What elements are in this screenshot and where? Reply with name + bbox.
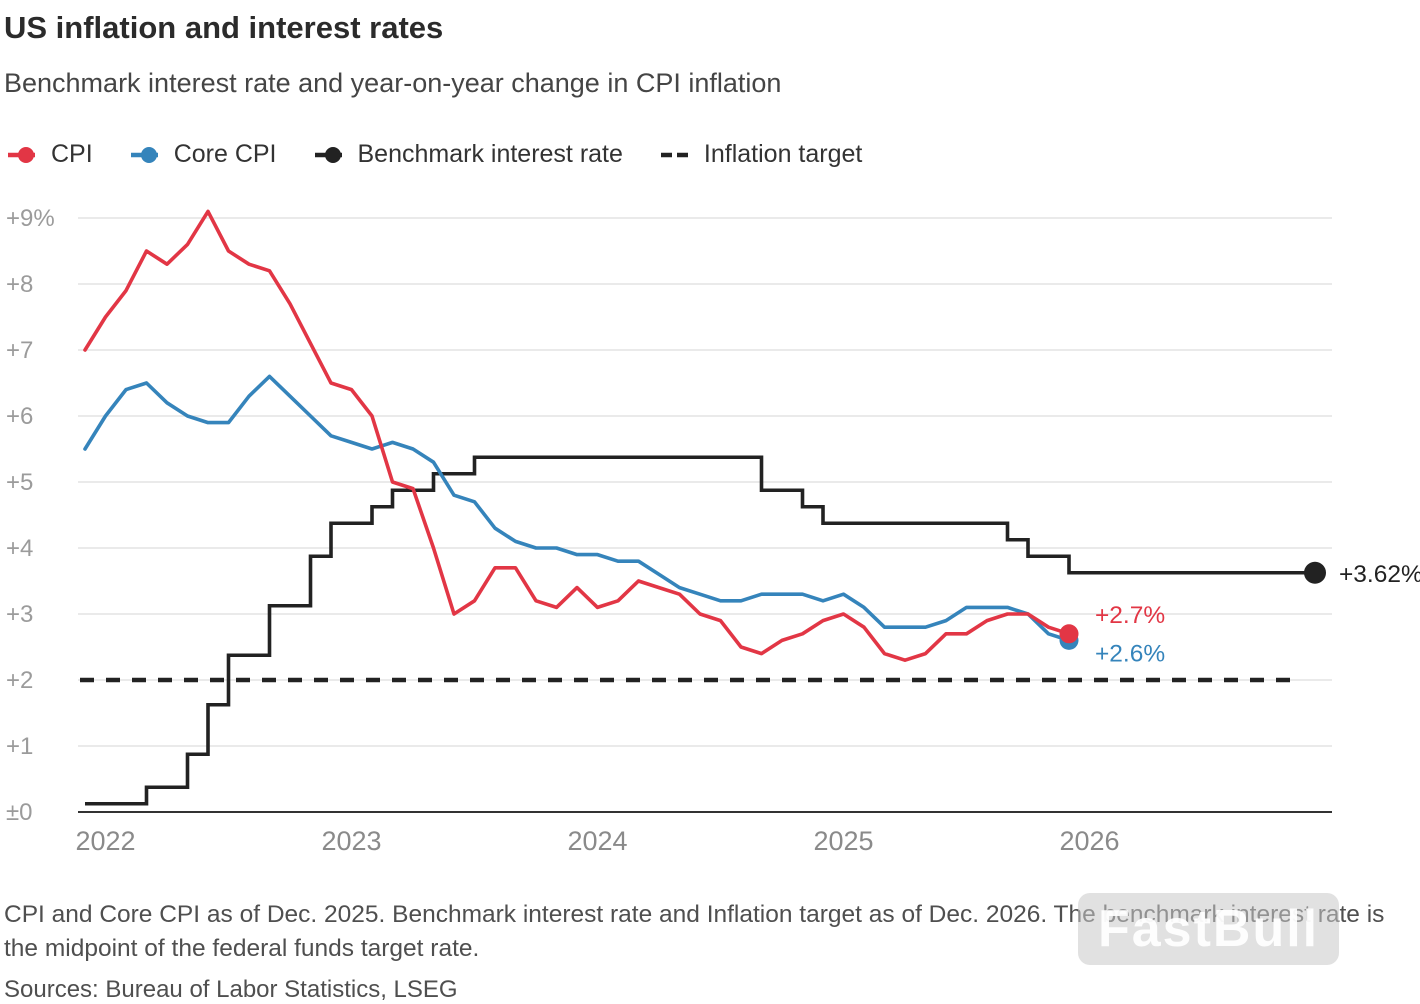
y-tick-label: +4 xyxy=(6,535,33,562)
legend: CPI Core CPI Benchmark interest rate Inflat… xyxy=(8,140,862,169)
line-dot-icon xyxy=(314,146,342,163)
legend-item-cpi: CPI xyxy=(8,140,93,169)
legend-item-core-cpi: Core CPI xyxy=(130,140,277,169)
y-tick-label: +5 xyxy=(6,469,33,496)
benchmark-rate-line xyxy=(85,455,1315,806)
watermark: FastBull xyxy=(1078,893,1340,965)
chart-svg: ±0 +1 +2 +3 +4 +5 +6 +7 +8 +9% 2022 2023 2024 2025 202… xyxy=(6,205,1420,856)
legend-label: Core CPI xyxy=(173,140,277,168)
y-tick-label: +1 xyxy=(6,733,33,760)
x-tick-label: 2025 xyxy=(813,826,873,856)
page-title: US inflation and interest rates xyxy=(4,10,444,45)
y-tick-label: +6 xyxy=(6,403,33,430)
y-tick-label: ±0 xyxy=(6,799,33,826)
legend-label: Inflation target xyxy=(703,140,863,168)
legend-label: CPI xyxy=(51,140,93,168)
y-tick-label: +3 xyxy=(6,601,33,628)
legend-label: Benchmark interest rate xyxy=(357,140,623,168)
dashed-line-icon xyxy=(660,152,688,157)
x-tick-label: 2024 xyxy=(567,826,627,856)
y-tick-label: +7 xyxy=(6,337,33,364)
y-tick-label: +2 xyxy=(6,667,33,694)
cpi-line xyxy=(83,209,1071,663)
core-cpi-line xyxy=(83,374,1071,643)
value-annotation: +2.7% xyxy=(1095,602,1165,629)
line-dot-icon xyxy=(8,146,35,163)
y-tick-label: +9% xyxy=(6,205,55,232)
value-annotation: +3.62% xyxy=(1339,561,1420,588)
x-tick-label: 2022 xyxy=(75,826,135,856)
legend-item-inflation-target: Inflation target xyxy=(660,140,863,169)
x-tick-label: 2023 xyxy=(321,826,381,856)
chart-area: ±0 +1 +2 +3 +4 +5 +6 +7 +8 +9% 2022 2023 2024 2025 202… xyxy=(0,190,1420,880)
x-tick-label: 2026 xyxy=(1059,826,1119,856)
line-dot-icon xyxy=(130,146,158,163)
benchmark-end-dot xyxy=(1304,561,1326,584)
value-annotation: +2.6% xyxy=(1095,640,1165,667)
source-note: Sources: Bureau of Labor Statistics, LSE… xyxy=(4,976,458,1003)
y-tick-label: +8 xyxy=(6,271,33,298)
legend-item-benchmark-interest-rate: Benchmark interest rate xyxy=(314,140,623,169)
page-subtitle: Benchmark interest rate and year-on-year… xyxy=(4,68,782,98)
cpi-end-dot xyxy=(1059,624,1079,644)
